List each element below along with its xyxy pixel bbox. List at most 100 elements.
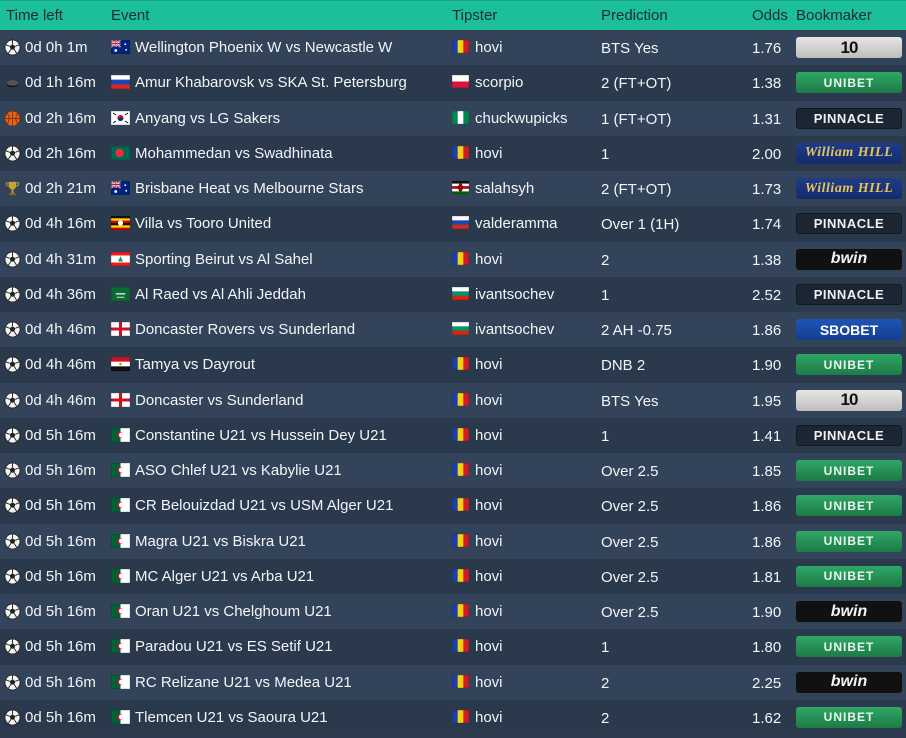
header-prediction[interactable]: Prediction (601, 7, 668, 24)
bookmaker-logo-pinnacle[interactable]: PINNACLE (796, 424, 902, 446)
bookmaker-logo-williamhill[interactable]: William HILL (796, 142, 902, 164)
tipster-link[interactable]: ivantsochev (475, 285, 555, 303)
table-row[interactable]: 0d 5h 16m MC Alger U21 vs Arba U21 hovi Ove… (0, 558, 906, 594)
prediction: DNB 2 (601, 357, 646, 375)
event-link[interactable]: Anyang vs LG Sakers (135, 109, 281, 127)
tipster-link[interactable]: hovi (475, 462, 503, 479)
table-row[interactable]: 0d 5h 16m Magra U21 vs Biskra U21 hovi Over… (0, 523, 906, 559)
bulgaria-flag-icon (452, 322, 469, 335)
table-row[interactable]: 0d 1h 16m Amur Khabarovsk vs SKA St. Pete… (0, 65, 906, 101)
bookmaker-logo-williamhill[interactable]: William HILL (796, 178, 902, 199)
table-row[interactable]: 0d 2h 16m Mohammedan vs Swadhinata hovi 1 2.… (0, 135, 906, 171)
table-row[interactable]: 0d 2h 21m Brisbane Heat vs Melbourne Star… (0, 171, 906, 207)
event-link[interactable]: Doncaster Rovers vs Sunderland (135, 321, 356, 338)
algeria-flag-icon (111, 674, 130, 689)
soccer-ball-icon (4, 462, 21, 479)
event-link[interactable]: Mohammedan vs Swadhinata (135, 144, 333, 162)
tipster-link[interactable]: chuckwupicks (475, 109, 568, 127)
event-link[interactable]: Tlemcen U21 vs Saoura U21 (135, 708, 328, 726)
event-link[interactable]: CR Belouizdad U21 vs USM Alger U21 (135, 497, 394, 515)
event-link[interactable]: RC Relizane U21 vs Medea U21 (135, 673, 352, 691)
bookmaker-logo-bwin[interactable]: bwin (796, 671, 902, 693)
table-row[interactable]: 0d 5h 16m Paradou U21 vs ES Setif U21 hovi… (0, 629, 906, 665)
tipster-link[interactable]: hovi (475, 144, 503, 162)
bookmaker-logo-unibet[interactable]: UNIBET (796, 636, 902, 658)
event-link[interactable]: Amur Khabarovsk vs SKA St. Petersburg (135, 74, 407, 92)
tipster-link[interactable]: hovi (475, 673, 503, 691)
romania-flag-icon (452, 427, 469, 441)
prediction: Over 2.5 (601, 498, 659, 516)
tipster-link[interactable]: valderamma (475, 215, 558, 233)
event-link[interactable]: ASO Chlef U21 vs Kabylie U21 (135, 462, 342, 479)
table-row[interactable]: 0d 4h 46m Doncaster Rovers vs Sunderland i… (0, 312, 906, 348)
event-link[interactable]: Sporting Beirut vs Al Sahel (135, 250, 313, 268)
tipster-link[interactable]: hovi (475, 708, 503, 726)
tipster-link[interactable]: hovi (475, 638, 503, 656)
tipster-link[interactable]: hovi (475, 567, 503, 585)
header-time-left[interactable]: Time left (6, 7, 63, 24)
tipster-link[interactable]: ivantsochev (475, 321, 555, 338)
bookmaker-logo-unibet[interactable]: UNIBET (796, 706, 902, 728)
table-row[interactable]: 0d 5h 16m Constantine U21 vs Hussein Dey … (0, 417, 906, 453)
table-row[interactable]: 0d 5h 16m RC Relizane U21 vs Medea U21 hov… (0, 664, 906, 700)
bookmaker-logo-sbobet[interactable]: SBOBET (796, 319, 902, 340)
table-row[interactable]: 0d 5h 16m Tlemcen U21 vs Saoura U21 hovi 2 1… (0, 699, 906, 735)
bookmaker-logo-pinnacle[interactable]: PINNACLE (796, 213, 902, 235)
tipster-link[interactable]: hovi (475, 39, 503, 56)
bookmaker-logo-bwin[interactable]: bwin (796, 248, 902, 270)
bookmaker-logo-10bet[interactable]: 10 (796, 37, 902, 58)
event-link[interactable]: Al Raed vs Al Ahli Jeddah (135, 285, 306, 303)
table-row[interactable]: 0d 5h 16m Oran U21 vs Chelghoum U21 hovi Ov… (0, 594, 906, 630)
bookmaker-logo-10bet[interactable]: 10 (796, 389, 902, 411)
header-odds[interactable]: Odds (752, 7, 788, 24)
table-row[interactable]: 0d 4h 46m Tamya vs Dayrout hovi DNB 2 1.90 UN… (0, 347, 906, 383)
header-tipster[interactable]: Tipster (452, 7, 498, 24)
table-row[interactable]: 0d 4h 36m Al Raed vs Al Ahli Jeddah ivants… (0, 276, 906, 312)
odds: 2.00 (752, 145, 782, 163)
event-link[interactable]: Oran U21 vs Chelghoum U21 (135, 603, 332, 620)
event-link[interactable]: Tamya vs Dayrout (135, 356, 256, 374)
event-link[interactable]: Villa vs Tooro United (135, 215, 272, 233)
uganda-flag-icon (111, 216, 130, 231)
event-link[interactable]: Magra U21 vs Biskra U21 (135, 532, 306, 550)
tipster-link[interactable]: hovi (475, 426, 503, 444)
tipster-link[interactable]: hovi (475, 532, 503, 550)
header-bookmaker[interactable]: Bookmaker (796, 7, 872, 24)
header-event[interactable]: Event (111, 7, 150, 24)
odds: 1.38 (752, 75, 782, 93)
bookmaker-logo-unibet[interactable]: UNIBET (796, 495, 902, 517)
bookmaker-logo-pinnacle[interactable]: PINNACLE (796, 107, 902, 129)
tipster-link[interactable]: hovi (475, 356, 503, 374)
odds: 1.86 (752, 533, 782, 551)
bookmaker-logo-bwin[interactable]: bwin (796, 601, 902, 622)
egypt-flag-icon (111, 357, 130, 372)
bookmaker-logo-unibet[interactable]: UNIBET (796, 354, 902, 376)
event-link[interactable]: Wellington Phoenix W vs Newcastle W (135, 39, 393, 56)
event-link[interactable]: Paradou U21 vs ES Setif U21 (135, 638, 333, 656)
table-row[interactable]: 0d 4h 31m Sporting Beirut vs Al Sahel hovi… (0, 241, 906, 277)
tipster-link[interactable]: scorpio (475, 74, 524, 92)
bookmaker-logo-unibet[interactable]: UNIBET (796, 72, 902, 94)
tipster-link[interactable]: hovi (475, 603, 503, 620)
event-link[interactable]: Doncaster vs Sunderland (135, 391, 304, 409)
odds: 1.31 (752, 110, 782, 128)
event-link[interactable]: MC Alger U21 vs Arba U21 (135, 567, 315, 585)
time-left: 0d 2h 16m (25, 144, 96, 162)
bookmaker-logo-unibet[interactable]: UNIBET (796, 565, 902, 587)
bookmaker-logo-pinnacle[interactable]: PINNACLE (796, 283, 902, 305)
table-row[interactable]: 0d 4h 16m Villa vs Tooro United valderamma… (0, 206, 906, 242)
time-left: 0d 5h 16m (25, 708, 96, 726)
event-link[interactable]: Constantine U21 vs Hussein Dey U21 (135, 426, 387, 444)
table-row[interactable]: 0d 5h 16m ASO Chlef U21 vs Kabylie U21 hov… (0, 453, 906, 489)
bookmaker-logo-unibet[interactable]: UNIBET (796, 530, 902, 552)
table-row[interactable]: 0d 5h 16m CR Belouizdad U21 vs USM Alger … (0, 488, 906, 524)
tipster-link[interactable]: hovi (475, 497, 503, 515)
table-row[interactable]: 0d 0h 1m Wellington Phoenix W vs Newcastl… (0, 30, 906, 66)
event-link[interactable]: Brisbane Heat vs Melbourne Stars (135, 180, 364, 197)
tipster-link[interactable]: salahsyh (475, 180, 535, 197)
tipster-link[interactable]: hovi (475, 250, 503, 268)
table-row[interactable]: 0d 2h 16m Anyang vs LG Sakers chuckwupicks… (0, 100, 906, 136)
tipster-link[interactable]: hovi (475, 391, 503, 409)
table-row[interactable]: 0d 4h 46m Doncaster vs Sunderland hovi BTS … (0, 382, 906, 418)
bookmaker-logo-unibet[interactable]: UNIBET (796, 460, 902, 481)
